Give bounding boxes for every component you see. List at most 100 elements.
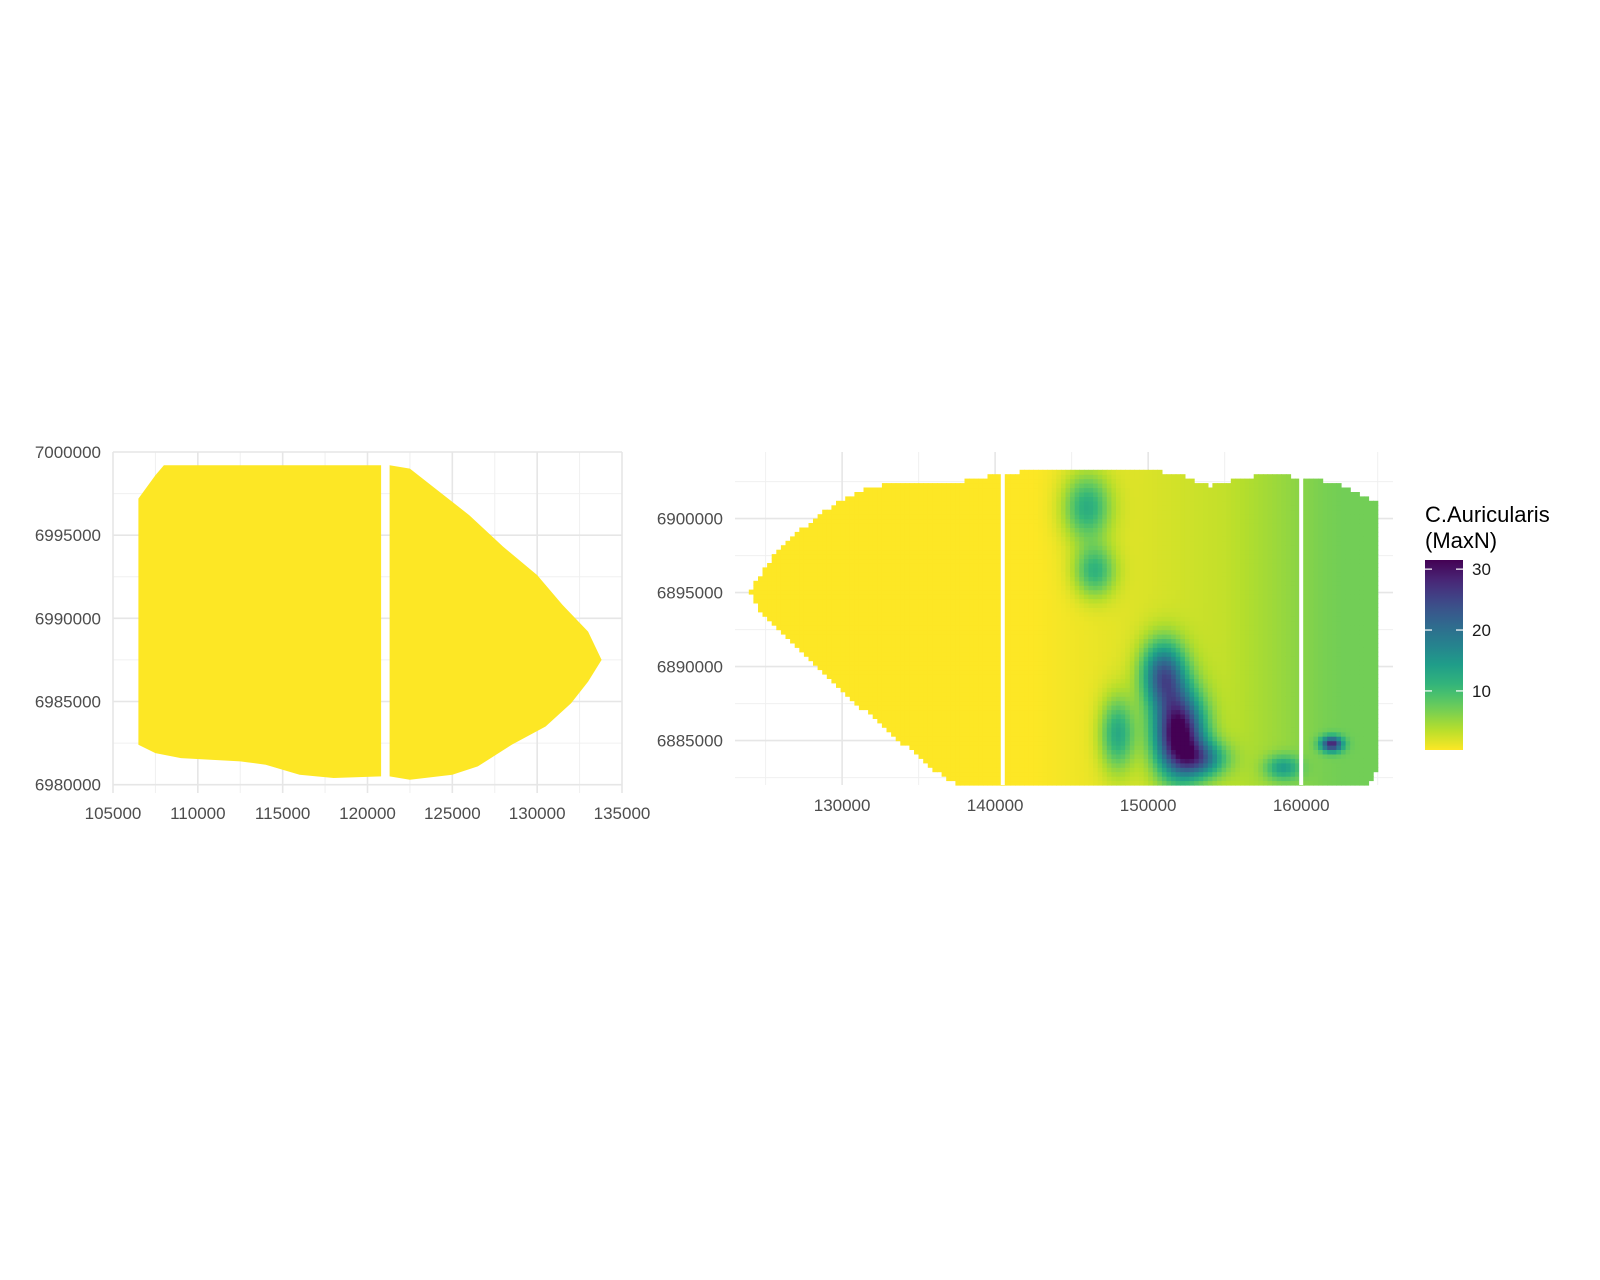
raster-cell — [918, 571, 924, 577]
raster-cell — [1102, 642, 1108, 648]
raster-cell — [845, 567, 851, 573]
raster-cell — [1056, 492, 1062, 497]
raster-cell — [1005, 691, 1012, 697]
left-x-tick-label: 115000 — [255, 804, 310, 823]
raster-cell — [946, 616, 952, 622]
raster-cell — [923, 567, 929, 573]
raster-cell — [1065, 531, 1071, 537]
raster-cell — [955, 496, 961, 502]
raster-cell — [1120, 536, 1126, 542]
raster-cell — [863, 500, 869, 506]
raster-cell — [822, 540, 828, 546]
raster-cell — [1116, 549, 1122, 555]
raster-cell — [1060, 580, 1067, 586]
raster-cell — [992, 705, 998, 711]
raster-cell — [858, 576, 865, 582]
raster-cell — [1102, 536, 1108, 542]
raster-cell — [877, 571, 883, 577]
raster-cell — [1065, 753, 1071, 759]
raster-cell — [1033, 603, 1039, 608]
raster-cell — [1042, 647, 1048, 653]
raster-cell — [1129, 656, 1135, 662]
left-x-tick-label: 105000 — [85, 804, 142, 823]
raster-cell — [1097, 536, 1103, 542]
raster-cell — [1060, 616, 1067, 622]
raster-cell — [1065, 607, 1071, 613]
raster-cell — [1056, 780, 1062, 786]
raster-cell — [803, 634, 810, 639]
raster-cell — [909, 531, 915, 537]
raster-cell — [982, 718, 989, 724]
raster-cell — [1065, 536, 1071, 542]
raster-cell — [1139, 696, 1145, 702]
raster-cell — [932, 505, 938, 511]
raster-cell — [1056, 749, 1062, 755]
raster-cell — [1010, 505, 1016, 511]
raster-cell — [854, 540, 860, 546]
raster-cell — [946, 682, 952, 688]
raster-cell — [1028, 594, 1034, 600]
raster-cell — [1065, 767, 1071, 773]
raster-cell — [923, 687, 929, 693]
raster-cell — [1038, 691, 1044, 697]
raster-cell — [854, 700, 860, 706]
raster-cell — [1088, 531, 1094, 537]
raster-cell — [794, 545, 800, 551]
right-map-panel: 130000 140000 150000 1600006885000689000068… — [657, 452, 1393, 815]
raster-cell — [1111, 669, 1117, 675]
raster-cell — [1010, 634, 1016, 639]
raster-cell — [1079, 469, 1085, 475]
raster-cell — [1079, 496, 1085, 502]
raster-cell — [978, 758, 984, 764]
raster-cell — [1083, 603, 1090, 608]
raster-cell — [909, 567, 915, 573]
raster-cell — [794, 594, 800, 600]
raster-cell — [950, 616, 956, 622]
raster-cell — [1015, 483, 1021, 489]
raster-cell — [1038, 625, 1044, 631]
raster-cell — [1019, 585, 1025, 591]
raster-cell — [918, 665, 924, 671]
raster-cell — [849, 607, 855, 613]
raster-cell — [900, 700, 906, 706]
raster-cell — [982, 678, 989, 684]
raster-cell — [803, 580, 810, 586]
raster-cell — [776, 620, 782, 626]
raster-cell — [964, 603, 970, 608]
raster-cell — [1042, 642, 1048, 648]
raster-cell — [1070, 549, 1076, 555]
raster-cell — [1120, 758, 1126, 764]
raster-cell — [978, 594, 984, 600]
raster-cell — [895, 700, 901, 706]
raster-cell — [950, 594, 956, 600]
raster-cell — [1088, 536, 1094, 542]
raster-cell — [1024, 705, 1030, 711]
raster-cell — [1056, 740, 1062, 746]
raster-cell — [881, 669, 888, 675]
raster-cell — [895, 634, 901, 639]
raster-cell — [872, 682, 878, 688]
raster-cell — [1065, 722, 1071, 728]
raster-cell — [914, 736, 920, 742]
raster-cell — [1047, 536, 1053, 542]
raster-cell — [987, 745, 993, 750]
raster-cell — [1120, 523, 1126, 528]
raster-cell — [941, 492, 947, 497]
raster-cell — [849, 598, 855, 604]
raster-cell — [992, 527, 998, 533]
raster-cell — [1120, 545, 1126, 551]
raster-cell — [767, 567, 773, 573]
raster-cell — [1083, 709, 1090, 715]
raster-cell — [1051, 740, 1057, 746]
raster-cell — [1106, 496, 1112, 502]
raster-cell — [1079, 620, 1085, 626]
raster-cell — [1005, 576, 1012, 582]
raster-cell — [959, 749, 966, 755]
raster-cell — [987, 700, 993, 706]
raster-cell — [1042, 527, 1048, 533]
raster-cell — [996, 492, 1002, 497]
raster-cell — [1143, 523, 1149, 528]
raster-cell — [799, 576, 805, 582]
raster-cell — [868, 492, 874, 497]
raster-cell — [1083, 696, 1090, 702]
